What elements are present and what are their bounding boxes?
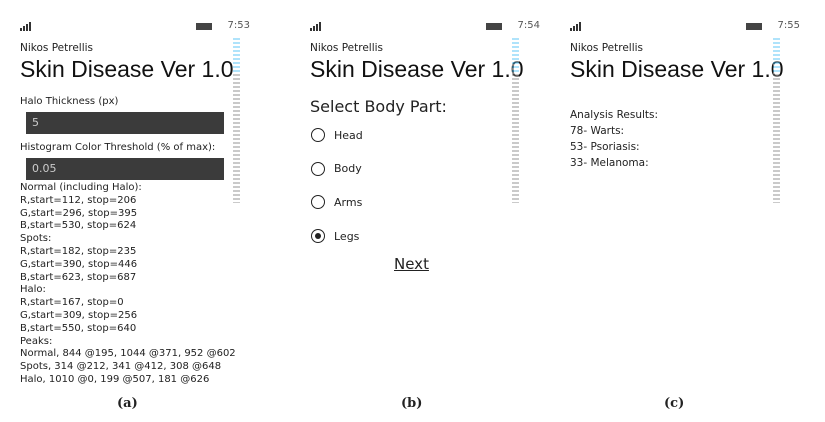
- debug-counter-strip: [512, 38, 519, 203]
- battery-icon: [746, 23, 762, 30]
- next-button[interactable]: Next: [394, 255, 429, 273]
- radio-arms[interactable]: Arms: [311, 195, 363, 210]
- result-line: B,start=530, stop=624: [20, 220, 137, 232]
- radio-label: Body: [334, 162, 362, 176]
- result-line: Peaks:: [20, 335, 53, 347]
- radio-unchecked-icon: [311, 128, 325, 142]
- result-line: Spots, 314 @212, 341 @412, 308 @648: [20, 361, 222, 373]
- halo-thickness-input[interactable]: 5: [26, 112, 224, 134]
- signal-icon: [20, 22, 31, 31]
- caption-c: (c): [664, 396, 685, 411]
- result-line: Spots:: [20, 233, 52, 245]
- app-title: Skin Disease Ver 1.0: [310, 56, 524, 82]
- result-line: Normal (including Halo):: [20, 182, 142, 193]
- signal-icon: [310, 22, 321, 31]
- caption-b: (b): [401, 396, 423, 411]
- screen-c: 7:55 Nikos Petrellis Skin Disease Ver 1.…: [560, 0, 800, 390]
- radio-unchecked-icon: [311, 161, 325, 176]
- threshold-label: Histogram Color Threshold (% of max):: [20, 142, 216, 153]
- debug-counter-strip: [773, 38, 780, 203]
- radio-label: Arms: [334, 195, 363, 209]
- analysis-results: Analysis Results: 78- Warts: 53- Psoriasis…: [570, 107, 658, 171]
- threshold-input[interactable]: 0.05: [26, 158, 224, 180]
- halo-thickness-label: Halo Thickness (px): [20, 96, 119, 107]
- radio-checked-icon: [311, 229, 325, 244]
- result-line: B,start=550, stop=640: [20, 322, 137, 334]
- clock: 7:54: [517, 20, 540, 31]
- author-name: Nikos Petrellis: [310, 42, 384, 54]
- caption-a: (a): [117, 396, 138, 411]
- result-line: R,start=167, stop=0: [20, 297, 124, 309]
- result-line: G,start=390, stop=446: [20, 258, 138, 270]
- app-title: Skin Disease Ver 1.0: [570, 56, 784, 82]
- result-line: 78- Warts:: [570, 125, 625, 137]
- result-line: Halo:: [20, 284, 46, 296]
- radio-head[interactable]: Head: [311, 128, 363, 142]
- histogram-results: Normal (including Halo): R,start=112, sto…: [20, 182, 236, 387]
- radio-legs[interactable]: Legs: [311, 229, 360, 244]
- author-name: Nikos Petrellis: [570, 42, 644, 54]
- signal-icon: [570, 22, 581, 31]
- status-bar: 7:54: [310, 20, 540, 34]
- result-line: R,start=112, stop=206: [20, 194, 137, 206]
- screen-b: 7:54 Nikos Petrellis Skin Disease Ver 1.…: [300, 0, 540, 390]
- debug-counter-strip: [233, 38, 240, 203]
- radio-label: Legs: [334, 229, 360, 243]
- clock: 7:55: [777, 20, 800, 31]
- status-bar: 7:53: [20, 20, 250, 34]
- result-line: G,start=309, stop=256: [20, 309, 138, 321]
- select-body-part-label: Select Body Part:: [310, 97, 447, 116]
- radio-unchecked-icon: [311, 195, 325, 210]
- result-line: 53- Psoriasis:: [570, 141, 640, 153]
- result-line: 33- Melanoma:: [570, 157, 649, 169]
- screen-a: 7:53 Nikos Petrellis Skin Disease Ver 1.…: [10, 0, 250, 390]
- result-line: G,start=296, stop=395: [20, 207, 138, 219]
- result-line: Normal, 844 @195, 1044 @371, 952 @602: [20, 348, 236, 360]
- battery-icon: [486, 23, 502, 30]
- app-title: Skin Disease Ver 1.0: [20, 56, 234, 82]
- status-bar: 7:55: [570, 20, 800, 34]
- clock: 7:53: [227, 20, 250, 31]
- radio-body[interactable]: Body: [311, 161, 362, 176]
- author-name: Nikos Petrellis: [20, 42, 94, 54]
- result-line: Analysis Results:: [570, 109, 659, 121]
- result-line: B,start=623, stop=687: [20, 271, 137, 283]
- battery-icon: [196, 23, 212, 30]
- result-line: Halo, 1010 @0, 199 @507, 181 @626: [20, 373, 210, 385]
- radio-label: Head: [334, 128, 363, 142]
- result-line: R,start=182, stop=235: [20, 245, 137, 257]
